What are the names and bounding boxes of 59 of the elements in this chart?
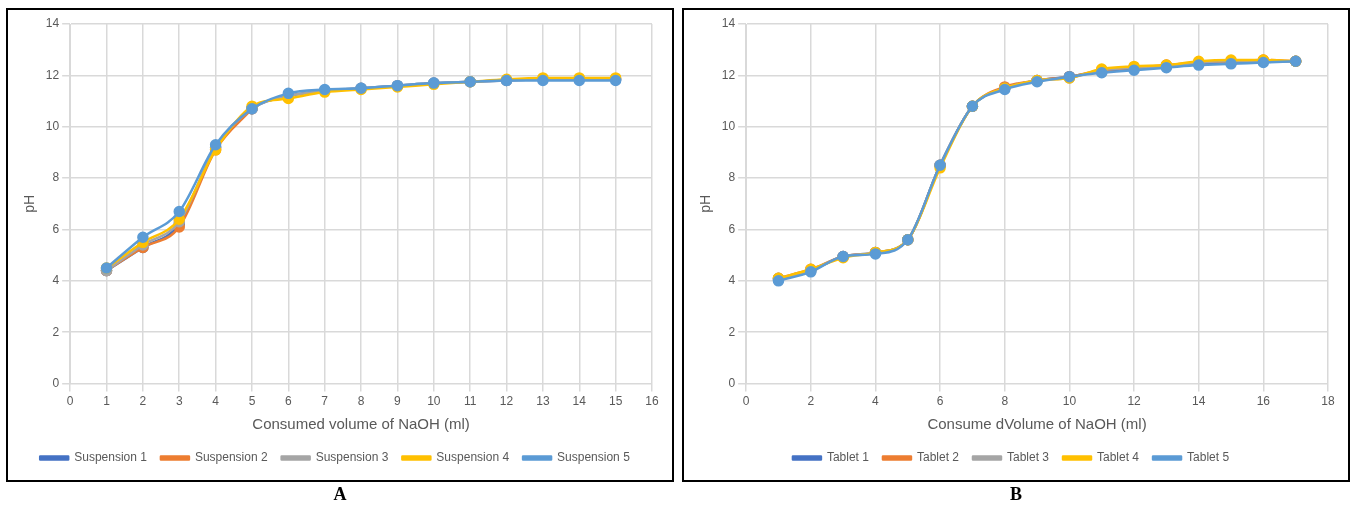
x-tick-label: 7	[321, 394, 329, 409]
y-tick-label: 14	[721, 16, 736, 31]
x-tick-label: 4	[872, 394, 880, 409]
y-tick-label: 6	[52, 221, 60, 236]
x-tick-label: 2	[139, 394, 147, 409]
y-axis-title: pH	[697, 194, 714, 213]
x-tick-label: 6	[285, 394, 292, 409]
x-tick-label: 10	[427, 394, 441, 409]
y-tick-label: 6	[728, 221, 736, 236]
legend-label: Suspension 5	[557, 450, 631, 465]
x-tick-label: 11	[463, 394, 477, 409]
x-tick-label: 0	[742, 394, 750, 409]
x-tick-label: 13	[536, 394, 550, 409]
legend-label: Tablet 2	[916, 450, 960, 465]
x-tick-label: 8	[357, 394, 365, 409]
legend-label: Suspension 1	[74, 450, 148, 465]
x-tick-label: 10	[1062, 394, 1077, 409]
x-tick-label: 15	[608, 394, 623, 409]
text: B	[1009, 484, 1022, 505]
x-tick-label: 9	[394, 394, 402, 409]
x-tick-label: 0	[66, 394, 74, 409]
y-tick-label: 12	[721, 67, 736, 82]
y-tick-label: 10	[45, 119, 60, 134]
x-tick-label: 16	[1256, 394, 1271, 409]
legend-label: Suspension 4	[436, 450, 510, 465]
y-tick-label: 8	[52, 170, 60, 185]
y-tick-label: 10	[721, 119, 736, 134]
x-tick-label: 2	[807, 394, 815, 409]
y-tick-label: 2	[728, 324, 736, 339]
y-tick-label: 0	[52, 375, 60, 390]
x-tick-label: 6	[936, 394, 944, 409]
y-tick-label: 8	[728, 170, 736, 185]
legend-label: Tablet 5	[1187, 450, 1230, 465]
y-tick-label: 4	[728, 273, 736, 288]
text: A	[333, 484, 347, 505]
x-axis-title: Consumed volume of NaOH (ml)	[252, 415, 470, 433]
x-tick-label: 4	[212, 394, 220, 409]
x-tick-label: 12	[1127, 394, 1142, 409]
x-tick-label: 12	[499, 394, 514, 409]
y-tick-label: 14	[45, 16, 60, 31]
x-axis-title: Consume dVolume of NaOH (ml)	[927, 415, 1147, 433]
x-tick-label: 1	[103, 394, 111, 409]
legend-label: Suspension 3	[315, 450, 389, 465]
legend-label: Tablet 3	[1006, 450, 1050, 465]
legend-label: Tablet 1	[826, 450, 870, 465]
legend-label: Suspension 2	[194, 450, 268, 465]
x-tick-label: 16	[645, 394, 659, 409]
y-axis-title: pH	[21, 194, 38, 213]
x-tick-label: 14	[1192, 394, 1206, 409]
x-tick-label: 18	[1321, 394, 1335, 409]
legend-label: Tablet 4	[1097, 450, 1140, 465]
x-tick-label: 14	[572, 394, 587, 409]
y-tick-label: 2	[52, 324, 60, 339]
y-tick-label: 12	[45, 67, 60, 82]
y-tick-label: 0	[728, 375, 736, 390]
x-tick-label: 3	[175, 394, 183, 409]
x-tick-label: 8	[1001, 394, 1009, 409]
x-tick-label: 5	[248, 394, 256, 409]
y-tick-label: 4	[52, 273, 60, 288]
